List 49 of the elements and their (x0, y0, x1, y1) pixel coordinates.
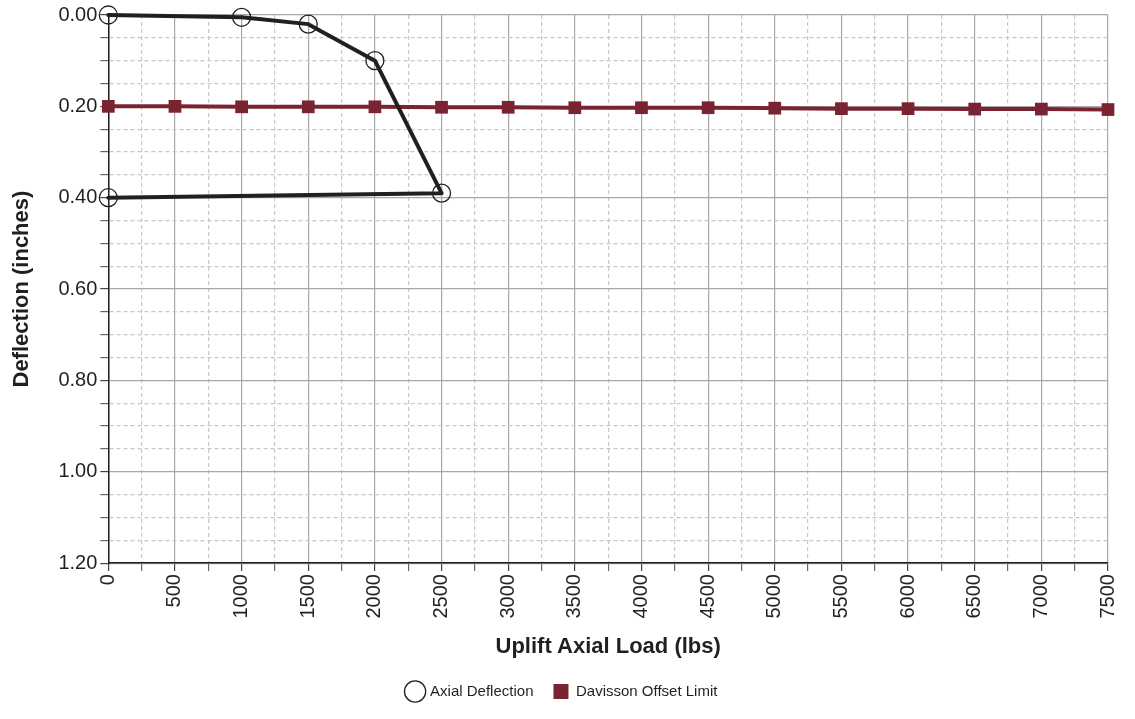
y-axis-title: Deflection (inches) (8, 190, 34, 388)
x-tick-label: 4500 (695, 574, 718, 619)
point (635, 101, 648, 115)
point (431, 183, 452, 203)
point (231, 7, 252, 27)
x-tick-label: 4000 (629, 574, 651, 619)
y-tick-label: 0.60 (58, 276, 98, 299)
y-tick-label: 1.20 (58, 550, 98, 573)
point (568, 101, 582, 115)
x-tick-label: 1500 (295, 574, 318, 619)
legend-label: Axial Deflection (430, 681, 534, 699)
x-tick-label: 0 (95, 574, 118, 586)
point (168, 99, 182, 113)
point (101, 99, 115, 113)
point (501, 100, 515, 114)
point (365, 51, 385, 71)
x-tick-label: 2000 (362, 574, 385, 619)
x-tick-label: 6500 (962, 574, 985, 619)
y-tick-label: 0.20 (58, 93, 98, 116)
x-tick-label: 1000 (229, 574, 252, 619)
y-tick-label: 0.40 (58, 185, 98, 208)
point (301, 100, 315, 114)
point (235, 100, 248, 114)
x-axis-title: Uplift Axial Load (lbs) (495, 632, 721, 658)
legend-label: Davisson Offset Limit (575, 681, 719, 699)
point (768, 101, 782, 115)
x-tick-label: 500 (162, 574, 185, 608)
x-tick-label: 7500 (1095, 574, 1118, 619)
y-tick-label: 0.00 (58, 2, 98, 25)
x-tick-label: 5500 (828, 574, 851, 619)
point (901, 102, 915, 115)
point (368, 100, 382, 114)
x-tick-label: 3000 (495, 574, 518, 619)
point (701, 101, 715, 115)
point (968, 102, 982, 116)
point (98, 188, 118, 208)
point (435, 100, 448, 114)
point (835, 102, 848, 115)
y-tick-label: 0.80 (58, 367, 98, 390)
x-tick-label: 5000 (762, 574, 785, 619)
point (1101, 103, 1115, 116)
x-tick-label: 7000 (1028, 574, 1051, 619)
point (1034, 102, 1048, 116)
x-tick-label: 6000 (895, 574, 918, 619)
y-tick-label: 1.00 (58, 459, 98, 482)
point (98, 5, 118, 25)
x-tick-label: 2500 (429, 574, 452, 619)
x-tick-label: 3500 (562, 574, 585, 619)
point (298, 14, 318, 34)
